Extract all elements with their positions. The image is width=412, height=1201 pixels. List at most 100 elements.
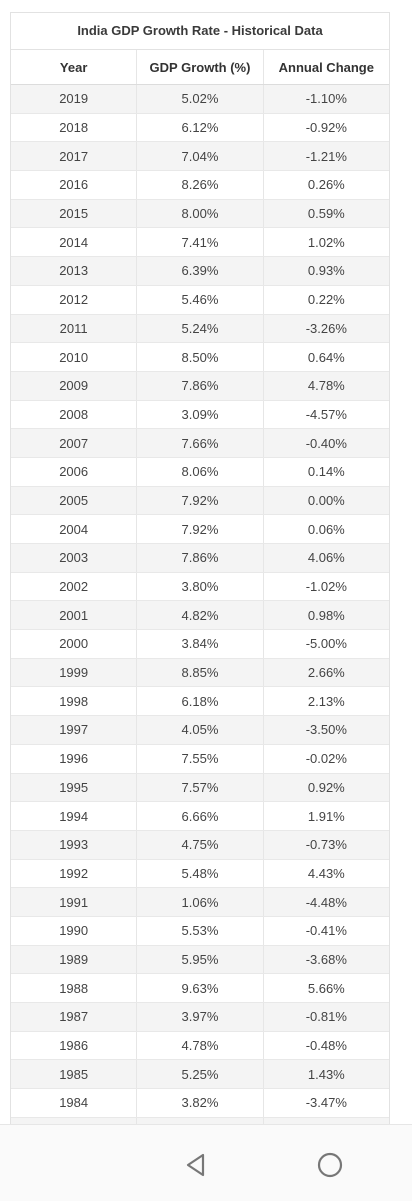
cell-gdp-growth: 7.92% [137,486,264,515]
cell-annual-change: -1.02% [305,579,347,595]
cell-annual-change: 5.66% [307,980,345,996]
table-row: 2004 7.92% 0.06% [11,515,389,544]
cell-annual-change: -0.48% [305,1038,347,1054]
cell-year: 1987 [11,1003,138,1031]
system-nav-bar [0,1124,412,1201]
table-row: 2017 7.04% -1.21% [11,142,389,172]
cell-annual-change: -0.41% [305,923,347,939]
cell-year: 2014 [11,228,138,257]
cell-gdp-growth: 6.66% [137,802,264,830]
cell-gdp-growth: 3.80% [137,572,264,601]
cell-year: 2010 [11,343,138,371]
cell-year: 2008 [11,400,138,429]
back-triangle-icon[interactable] [178,1147,214,1183]
cell-year: 1986 [11,1031,138,1060]
cell-annual-change: 0.26% [307,177,345,193]
table-row: 2014 7.41% 1.02% [11,228,389,258]
table-row: 2006 8.06% 0.14% [11,457,389,487]
home-circle-icon[interactable] [312,1147,348,1183]
cell-annual-change: 0.14% [307,464,345,480]
cell-annual-change: 0.59% [307,206,345,222]
cell-annual-change: 1.43% [307,1066,345,1082]
cell-gdp-growth: 5.24% [137,314,264,343]
cell-gdp-growth: 4.05% [137,716,264,744]
cell-year: 1994 [11,802,138,830]
cell-annual-change: -3.47% [305,1095,347,1111]
cell-annual-change: 1.91% [307,808,345,824]
cell-year: 2016 [11,171,138,199]
cell-gdp-growth: 3.97% [137,1003,264,1031]
cell-year: 2005 [11,486,138,515]
header-gdp-growth: GDP Growth (%) [137,50,264,84]
cell-annual-change: -1.21% [305,148,347,164]
cell-annual-change: 2.13% [307,693,345,709]
table-row: 2009 7.86% 4.78% [11,371,389,401]
table-row: 1986 4.78% -0.48% [11,1031,389,1061]
table-row: 1995 7.57% 0.92% [11,773,389,803]
cell-year: 1988 [11,974,138,1002]
table-row: 2011 5.24% -3.26% [11,314,389,344]
cell-annual-change: 0.06% [307,521,345,537]
cell-annual-change: -0.40% [305,435,347,451]
table-row-partial [11,1117,389,1124]
cell-year: 1992 [11,859,138,888]
table-row: 1997 4.05% -3.50% [11,716,389,745]
cell-gdp-growth: 8.26% [137,171,264,199]
cell-annual-change: -0.73% [305,837,347,853]
cell-year: 2015 [11,199,138,228]
cell-year: 1985 [11,1060,138,1089]
gdp-table: India GDP Growth Rate - Historical Data … [10,12,390,1124]
cell-gdp-growth: 3.09% [137,400,264,429]
cell-year: 2012 [11,285,138,314]
cell-year: 2003 [11,544,138,572]
cell-year: 2007 [11,429,138,457]
cell-gdp-growth: 7.86% [137,371,264,400]
cell-annual-change: 0.98% [307,607,345,623]
table-row: 1989 5.95% -3.68% [11,945,389,975]
cell-gdp-growth: 7.55% [137,744,264,773]
cell-year: 1997 [11,716,138,744]
header-year: Year [11,50,138,84]
cell-year: 2017 [11,142,138,171]
cell-gdp-growth: 4.75% [137,830,264,859]
cell-gdp-growth: 7.66% [137,429,264,457]
cell-year: 1990 [11,916,138,945]
cell-annual-change: 2.66% [307,665,345,681]
cell-empty [137,1117,264,1124]
cell-gdp-growth: 5.95% [137,945,264,974]
cell-annual-change: -3.50% [305,722,347,738]
table-row: 2013 6.39% 0.93% [11,257,389,286]
table-row: 2005 7.92% 0.00% [11,486,389,516]
cell-year: 2001 [11,601,138,630]
table-row: 1985 5.25% 1.43% [11,1060,389,1090]
table-row: 1987 3.97% -0.81% [11,1003,389,1032]
cell-annual-change: -4.48% [305,894,347,910]
table-row: 2001 4.82% 0.98% [11,601,389,631]
cell-annual-change: 0.93% [307,263,345,279]
cell-gdp-growth: 5.25% [137,1060,264,1089]
cell-gdp-growth: 6.18% [137,687,264,716]
table-row: 2010 8.50% 0.64% [11,343,389,372]
cell-empty [264,1118,389,1124]
table-row: 1992 5.48% 4.43% [11,859,389,889]
header-annual-change: Annual Change [278,59,374,75]
table-row: 2016 8.26% 0.26% [11,171,389,200]
cell-gdp-growth: 5.46% [137,285,264,314]
cell-annual-change: 0.92% [307,779,345,795]
cell-year: 1991 [11,888,138,916]
cell-annual-change: -1.10% [305,91,347,107]
cell-year: 2004 [11,515,138,543]
cell-annual-change: 4.06% [307,550,345,566]
table-row: 1991 1.06% -4.48% [11,888,389,917]
cell-annual-change: 0.22% [307,292,345,308]
cell-gdp-growth: 5.53% [137,916,264,945]
table-row: 2000 3.84% -5.00% [11,630,389,659]
cell-gdp-growth: 6.39% [137,257,264,285]
cell-year: 2006 [11,457,138,486]
cell-empty [11,1117,138,1124]
cell-annual-change: -4.57% [305,406,347,422]
cell-year: 1999 [11,658,138,687]
cell-gdp-growth: 5.48% [137,859,264,888]
table-row: 1998 6.18% 2.13% [11,687,389,717]
table-row: 1988 9.63% 5.66% [11,974,389,1003]
